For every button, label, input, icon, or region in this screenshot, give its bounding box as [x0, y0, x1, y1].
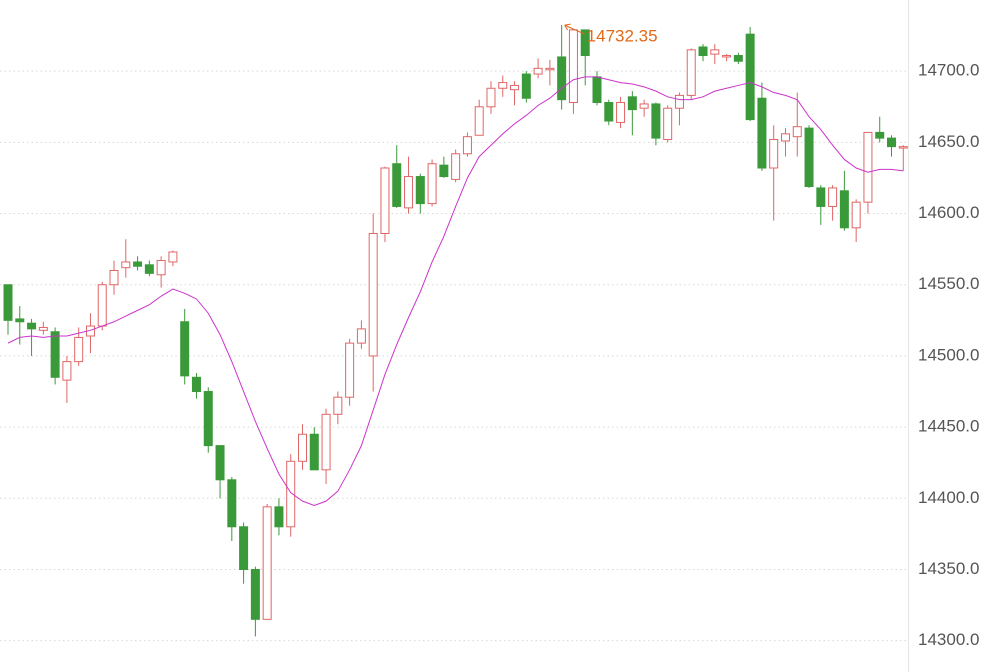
y-tick-label: 14550.0 [918, 274, 979, 293]
candle-body [639, 103, 649, 109]
y-tick-label: 14300.0 [918, 630, 979, 649]
candle-body [722, 55, 732, 58]
candle-body [97, 284, 107, 327]
candle-body [828, 187, 838, 207]
candle-body [404, 176, 414, 209]
candle-body [133, 261, 143, 267]
candle-body [168, 251, 178, 263]
candle-body [627, 96, 637, 111]
candle-body [15, 318, 25, 323]
candle-body [875, 131, 885, 139]
candle-body [510, 84, 520, 91]
candle-body [439, 164, 449, 178]
candle-body [262, 506, 272, 620]
candle-body [191, 376, 201, 393]
y-tick-label: 14700.0 [918, 61, 979, 80]
candle-body [156, 260, 166, 276]
candle-body [733, 55, 743, 62]
annotation-arrow [564, 23, 585, 35]
candle-body [368, 232, 378, 357]
candle-body [345, 342, 355, 398]
candle-body [309, 433, 319, 471]
candle-body [180, 321, 190, 377]
candle-body [498, 82, 508, 89]
candle-body [109, 270, 119, 286]
candle-body [533, 67, 543, 75]
candle-body [274, 506, 284, 528]
candle-body [380, 167, 390, 234]
candle-body [898, 146, 908, 149]
candle-body [239, 526, 249, 570]
candle-body [604, 102, 614, 122]
moving-average-line [7, 76, 904, 506]
candle-body [321, 413, 331, 471]
candle-body [38, 326, 48, 331]
candle-body [839, 190, 849, 229]
y-tick-label: 14650.0 [918, 132, 979, 151]
candle-body [3, 284, 13, 321]
candle-body [804, 127, 814, 188]
candle-body [486, 87, 496, 108]
candle-body [427, 163, 437, 205]
candle-body [557, 56, 567, 101]
candle-body [286, 460, 296, 528]
candle-body [780, 133, 790, 142]
candle-body [863, 131, 873, 203]
candle-body [462, 136, 472, 155]
candle-body [392, 163, 402, 207]
candle-body [144, 264, 154, 274]
candle-body [792, 126, 802, 138]
candle-body [663, 107, 673, 141]
candle-body [74, 336, 84, 363]
candle-body [451, 153, 461, 180]
candle-body [769, 139, 779, 169]
candle-body [227, 479, 237, 528]
candle-body [757, 97, 767, 169]
max-annotation: 14732.35 [587, 27, 658, 46]
candle-body [851, 201, 861, 229]
candle-body [215, 445, 225, 481]
candle-body [415, 176, 425, 205]
candle-body [592, 76, 602, 104]
candle-body [250, 568, 260, 620]
candle-body [27, 322, 37, 330]
candle-body [887, 137, 896, 148]
candle-body [568, 29, 578, 104]
candle-body [62, 361, 72, 381]
y-tick-label: 14400.0 [918, 488, 979, 507]
candle-body [674, 94, 684, 109]
candle-body [686, 49, 696, 96]
candle-body [816, 187, 826, 207]
y-tick-label: 14350.0 [918, 559, 979, 578]
candle-body [474, 106, 484, 136]
candle-body [580, 29, 590, 57]
candle-body [521, 73, 531, 99]
candle-body [710, 49, 720, 55]
candle-body [745, 33, 755, 121]
candle-body [203, 391, 213, 447]
candle-body [545, 67, 555, 71]
candle-body [651, 103, 661, 139]
y-tick-label: 14450.0 [918, 417, 979, 436]
candle-body [50, 331, 60, 378]
candle-body [616, 102, 626, 123]
y-tick-label: 14600.0 [918, 203, 979, 222]
candle-body [333, 396, 343, 415]
candle-body [121, 261, 131, 269]
candle-body [298, 433, 307, 462]
candle-body [356, 328, 366, 344]
y-tick-label: 14500.0 [918, 345, 979, 364]
candle-body [698, 46, 708, 57]
